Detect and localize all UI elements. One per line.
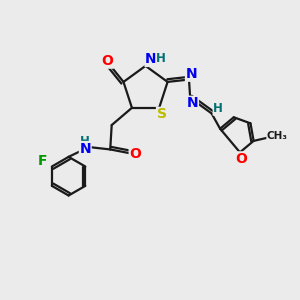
Text: N: N [186,67,197,81]
Text: S: S [157,107,166,122]
Text: H: H [156,52,166,65]
Text: CH₃: CH₃ [267,131,288,141]
Text: N: N [187,96,198,110]
Text: F: F [38,154,47,168]
Text: O: O [101,54,113,68]
Text: H: H [213,102,223,115]
Text: O: O [129,148,141,161]
Text: N: N [145,52,157,66]
Text: H: H [80,135,90,148]
Text: N: N [80,142,91,155]
Text: O: O [236,152,247,166]
